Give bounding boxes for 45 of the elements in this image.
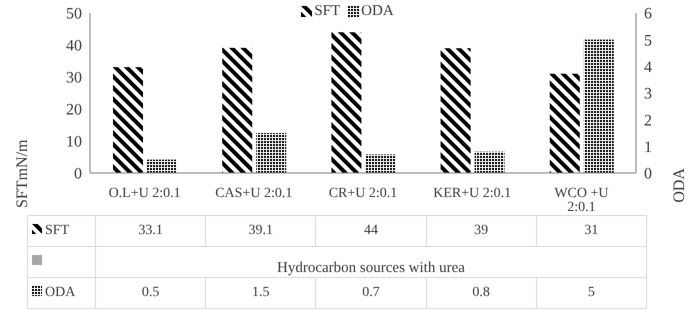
bar — [440, 48, 471, 173]
y2-tick-label: 6 — [644, 6, 652, 23]
text: SFT — [45, 223, 70, 238]
y-tick-label: 20 — [66, 102, 82, 119]
data-label: 39 — [426, 216, 536, 246]
y-tick-label: 0 — [74, 166, 82, 183]
data-label: 39.1 — [206, 216, 316, 246]
bar — [256, 133, 286, 173]
x-tick-label: O.L+U 2:0.1 — [108, 186, 181, 201]
bar — [365, 154, 396, 173]
y-axis-title: SFTmN/m — [14, 138, 31, 208]
y2-tick-label: 2 — [644, 112, 652, 130]
y2-tick-label: 5 — [644, 32, 652, 50]
bar — [550, 74, 580, 173]
data-label: 31 — [536, 216, 646, 246]
bar — [147, 160, 177, 173]
x-tick-label: CR+U 2:0.1 — [328, 186, 398, 201]
y-tick-label: 40 — [66, 38, 82, 55]
y2-axis-title: ODA — [671, 168, 688, 203]
data-label: 0.5 — [96, 278, 206, 308]
bar — [584, 40, 614, 173]
data-label: 33.1 — [96, 216, 206, 246]
y2-tick-label: 3 — [644, 86, 652, 103]
bar — [113, 67, 143, 173]
y-tick-label: 30 — [66, 70, 82, 87]
x-tick-label: KER+U 2:0.1 — [433, 186, 512, 201]
data-label: 1.5 — [206, 278, 316, 308]
bar — [474, 152, 505, 173]
x-axis-title: Hydrocarbon sources with urea — [96, 246, 646, 278]
y2-tick-label: 4 — [644, 59, 652, 76]
y-tick-label: 10 — [66, 134, 82, 151]
bar — [331, 32, 362, 173]
bar — [222, 48, 252, 173]
legend-label: SFT — [301, 3, 340, 20]
data-label: 44 — [316, 216, 426, 246]
x-tick-label: WCO +U 2:0.1 — [554, 186, 608, 215]
y-tick-label: 50 — [66, 6, 82, 23]
data-label: 0.7 — [316, 278, 426, 308]
y2-tick-label: 0 — [644, 166, 652, 183]
x-tick-label: CAS+U 2:0.1 — [215, 186, 292, 201]
data-label: 0.8 — [426, 278, 536, 308]
legend-label: ODA — [348, 3, 394, 20]
text: ODA — [45, 285, 76, 300]
data-label: 5 — [536, 278, 646, 308]
y2-tick-label: 1 — [644, 139, 652, 156]
